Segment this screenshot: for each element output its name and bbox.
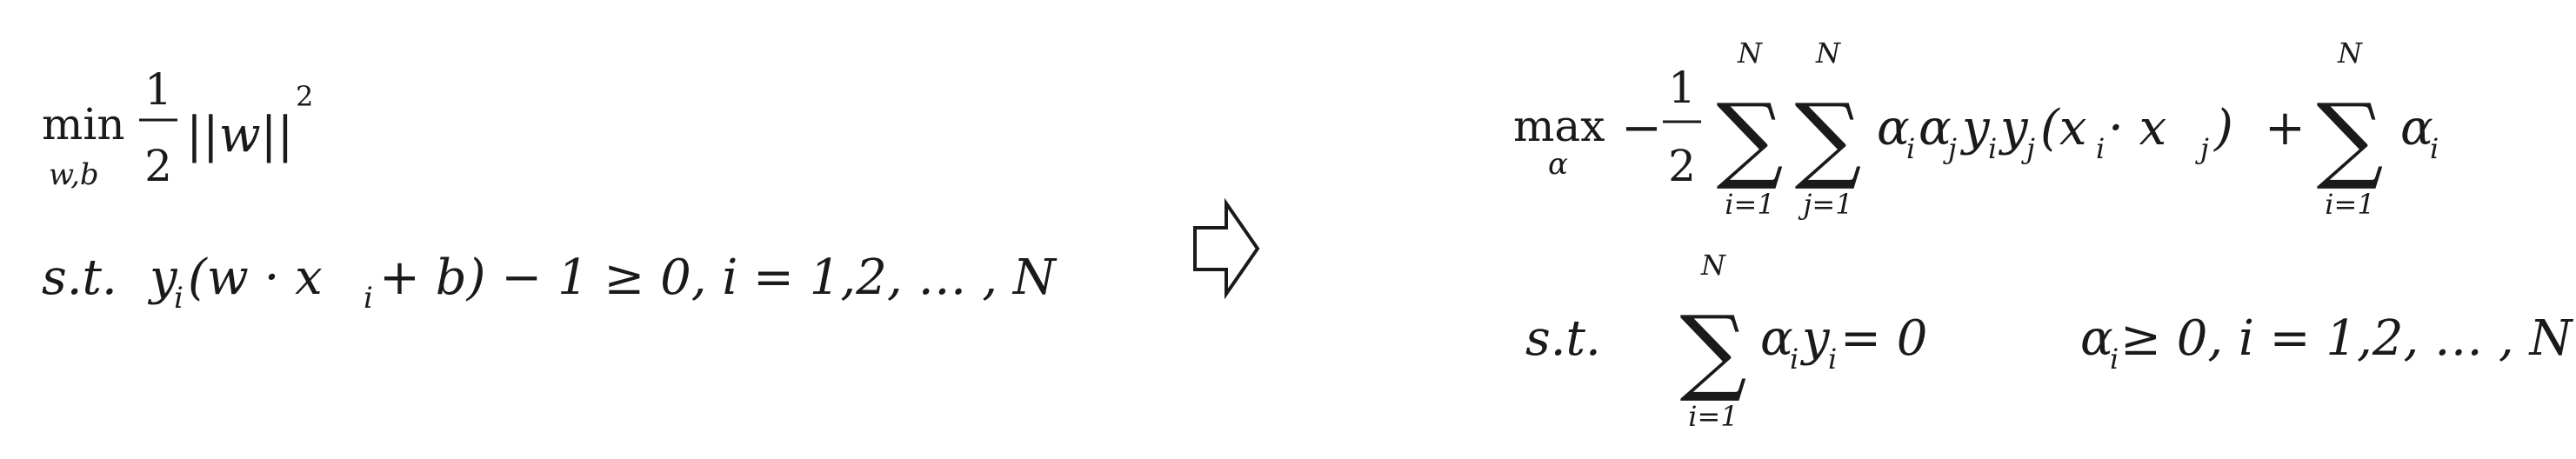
primal-frac-denominator: 2 bbox=[144, 141, 172, 191]
primal-paren-open: (w · x bbox=[188, 249, 323, 306]
dual-y-i-sub: i bbox=[1988, 132, 1997, 165]
c1-alpha-sub: i bbox=[1790, 343, 1799, 376]
dual-alpha-i-sub: i bbox=[1906, 132, 1915, 165]
norm-w: ||w|| bbox=[186, 107, 293, 163]
primal-constraint: s.t. y i (w · x i + b) − 1 ≥ 0, i = 1,2,… bbox=[42, 249, 1058, 316]
sum3-lower: i=1 bbox=[2325, 188, 2374, 221]
dual-frac-denominator: 2 bbox=[1668, 141, 1696, 191]
dual-y-j: y bbox=[1998, 100, 2029, 156]
min-operator: min bbox=[42, 99, 125, 150]
dual-minus: − bbox=[1621, 100, 1662, 156]
primal-st-label: s.t. bbox=[42, 249, 117, 306]
sum1-upper: N bbox=[1737, 37, 1763, 70]
sum2-upper: N bbox=[1815, 37, 1841, 70]
max-subscript: α bbox=[1548, 147, 1568, 182]
double-arrow-right-icon bbox=[1193, 197, 1260, 300]
sum2-sigma: ∑ bbox=[1794, 84, 1861, 193]
primal-y: y bbox=[147, 249, 178, 306]
dual-st-label: s.t. bbox=[1525, 310, 1601, 367]
max-operator: max bbox=[1513, 101, 1605, 151]
c2-alpha: α bbox=[2080, 310, 2113, 367]
dual-y-i: y bbox=[1959, 100, 1991, 156]
dual-alpha-sum: α bbox=[2400, 100, 2433, 156]
dual-x-i-sub: i bbox=[2096, 132, 2105, 165]
sum2-lower: j=1 bbox=[1798, 188, 1852, 221]
c2-alpha-sub: i bbox=[2110, 343, 2119, 376]
norm-square: 2 bbox=[296, 80, 313, 113]
dual-x-j: · x bbox=[2108, 100, 2166, 156]
sum3-sigma: ∑ bbox=[2316, 84, 2383, 193]
c1-y-sub: i bbox=[1828, 343, 1837, 376]
dual-x-i: (x bbox=[2040, 100, 2086, 156]
sum1-lower: i=1 bbox=[1725, 188, 1774, 221]
dual-paren-close: ) bbox=[2213, 100, 2233, 156]
sum4-sigma: ∑ bbox=[1679, 296, 1746, 405]
sum4-lower: i=1 bbox=[1688, 400, 1738, 433]
dual-x-j-sub: j bbox=[2195, 132, 2209, 165]
primal-objective: min w,b 1 2 ||w|| 2 bbox=[42, 64, 313, 192]
c1-y: y bbox=[1799, 310, 1831, 367]
primal-constraint-rest: + b) − 1 ≥ 0, i = 1,2, … , N bbox=[379, 249, 1058, 306]
sum1-sigma: ∑ bbox=[1716, 84, 1783, 193]
dual-frac-numerator: 1 bbox=[1668, 63, 1696, 113]
dual-alpha-j: α bbox=[1919, 100, 1952, 156]
dual-alpha-sum-sub: i bbox=[2430, 132, 2439, 165]
primal-x-sub: i bbox=[364, 281, 373, 316]
sum3-upper: N bbox=[2337, 37, 2363, 70]
dual-objective: max α − 1 2 N ∑ i=1 N ∑ j=1 α i α j y i … bbox=[1513, 37, 2439, 221]
dual-constraint: s.t. N ∑ i=1 α i y i = 0 α i ≥ 0, i = 1,… bbox=[1525, 249, 2573, 433]
sum4-upper: N bbox=[1700, 249, 1726, 282]
c1-alpha: α bbox=[1760, 310, 1793, 367]
dual-plus: + bbox=[2265, 100, 2306, 156]
c2-rest: ≥ 0, i = 1,2, … , N bbox=[2120, 310, 2573, 367]
min-subscript: w,b bbox=[49, 157, 99, 192]
dual-alpha-i: α bbox=[1877, 100, 1910, 156]
primal-y-sub: i bbox=[174, 281, 184, 316]
primal-frac-numerator: 1 bbox=[144, 64, 172, 115]
c1-equals: = 0 bbox=[1840, 310, 1927, 367]
